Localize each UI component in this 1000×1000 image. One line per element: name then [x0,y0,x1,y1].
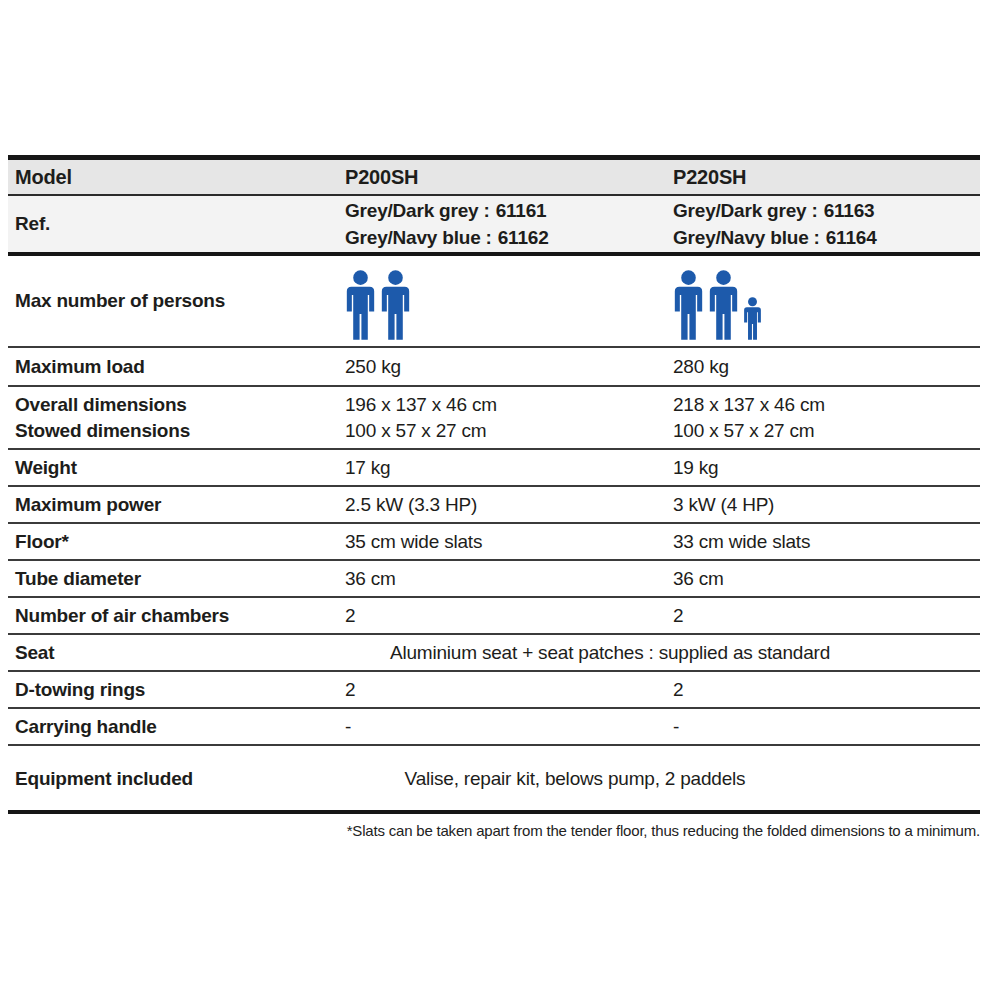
ref-p200-line2: Grey/Navy blue : 61162 [345,224,673,251]
overall-dimensions-p220: 218 x 137 x 46 cm [673,392,980,418]
maximum-power-p200: 2.5 kW (3.3 HP) [345,494,673,516]
air-chambers-label: Number of air chambers [8,605,345,627]
d-towing-rings-label: D-towing rings [8,679,345,701]
spec-table: Model P200SH P220SH Ref. Grey/Dark grey … [8,155,980,839]
tube-diameter-row: Tube diameter 36 cm 36 cm [8,561,980,598]
equipment-value: Valise, repair kit, belows pump, 2 padde… [345,768,805,790]
persons-icons-p200 [345,262,673,340]
model-header-row: Model P200SH P220SH [8,160,980,196]
spec-sheet-page: Model P200SH P220SH Ref. Grey/Dark grey … [0,0,1000,1000]
stowed-dimensions-p220: 100 x 57 x 27 cm [673,418,980,444]
seat-label: Seat [8,642,345,664]
ref-p220-code1: 61163 [824,200,875,221]
persons-icons-p220 [673,262,980,340]
d-towing-rings-row: D-towing rings 2 2 [8,672,980,709]
max-persons-label: Max number of persons [8,290,345,312]
person-adult-icon [708,270,739,340]
ref-p200-color1: Grey/Dark grey : [345,200,490,221]
footnote: *Slats can be taken apart from the tende… [8,814,980,839]
seat-value: Aluminium seat + seat patches : supplied… [345,642,875,664]
stowed-dimensions-p200: 100 x 57 x 27 cm [345,418,673,444]
tube-diameter-label: Tube diameter [8,568,345,590]
air-chambers-p200: 2 [345,605,673,627]
person-child-icon [743,297,762,340]
ref-p220-line2: Grey/Navy blue : 61164 [673,224,980,251]
floor-row: Floor* 35 cm wide slats 33 cm wide slats [8,524,980,561]
d-towing-rings-p220: 2 [673,679,980,701]
stowed-dimensions-label: Stowed dimensions [15,418,345,444]
tube-diameter-p220: 36 cm [673,568,980,590]
carrying-handle-p200: - [345,716,673,738]
ref-p200-code2: 61162 [498,227,549,248]
ref-row-label: Ref. [8,213,345,235]
carrying-handle-label: Carrying handle [8,716,345,738]
equipment-label: Equipment included [8,768,345,790]
tube-diameter-p200: 36 cm [345,568,673,590]
person-adult-icon [345,270,376,340]
model-row-label: Model [8,166,345,189]
ref-p200-code1: 61161 [496,200,547,221]
overall-dimensions-p200: 196 x 137 x 46 cm [345,392,673,418]
ref-values-p200: Grey/Dark grey : 61161 Grey/Navy blue : 61… [345,197,673,251]
floor-label: Floor* [8,531,345,553]
air-chambers-p220: 2 [673,605,980,627]
dimensions-p220: 218 x 137 x 46 cm 100 x 57 x 27 cm [673,392,980,444]
model-p220sh: P220SH [673,166,980,189]
overall-dimensions-label: Overall dimensions [15,392,345,418]
ref-p200-color2: Grey/Navy blue : [345,227,492,248]
ref-p220-color2: Grey/Navy blue : [673,227,820,248]
ref-p200-line1: Grey/Dark grey : 61161 [345,197,673,224]
floor-p200: 35 cm wide slats [345,531,673,553]
person-adult-icon [673,270,704,340]
carrying-handle-p220: - [673,716,980,738]
maximum-power-label: Maximum power [8,494,345,516]
maximum-load-label: Maximum load [8,356,345,378]
weight-p220: 19 kg [673,457,980,479]
d-towing-rings-p200: 2 [345,679,673,701]
maximum-load-p200: 250 kg [345,356,673,378]
dimensions-p200: 196 x 137 x 46 cm 100 x 57 x 27 cm [345,392,673,444]
model-p200sh: P200SH [345,166,673,189]
ref-values-p220: Grey/Dark grey : 61163 Grey/Navy blue : 61… [673,197,980,251]
carrying-handle-row: Carrying handle - - [8,709,980,746]
dimensions-labels: Overall dimensions Stowed dimensions [8,392,345,444]
seat-row: Seat Aluminium seat + seat patches : sup… [8,635,980,672]
equipment-row: Equipment included Valise, repair kit, b… [8,760,980,798]
person-adult-icon [380,270,411,340]
max-persons-row: Max number of persons [8,256,980,348]
maximum-load-p220: 280 kg [673,356,980,378]
ref-p220-line1: Grey/Dark grey : 61163 [673,197,980,224]
weight-row: Weight 17 kg 19 kg [8,450,980,487]
maximum-power-row: Maximum power 2.5 kW (3.3 HP) 3 kW (4 HP… [8,487,980,524]
maximum-power-p220: 3 kW (4 HP) [673,494,980,516]
ref-p220-color1: Grey/Dark grey : [673,200,818,221]
air-chambers-row: Number of air chambers 2 2 [8,598,980,635]
maximum-load-row: Maximum load 250 kg 280 kg [8,348,980,387]
ref-p220-code2: 61164 [826,227,877,248]
weight-label: Weight [8,457,345,479]
weight-p200: 17 kg [345,457,673,479]
dimensions-row: Overall dimensions Stowed dimensions 196… [8,387,980,450]
floor-p220: 33 cm wide slats [673,531,980,553]
ref-row: Ref. Grey/Dark grey : 61161 Grey/Navy blu… [8,196,980,256]
